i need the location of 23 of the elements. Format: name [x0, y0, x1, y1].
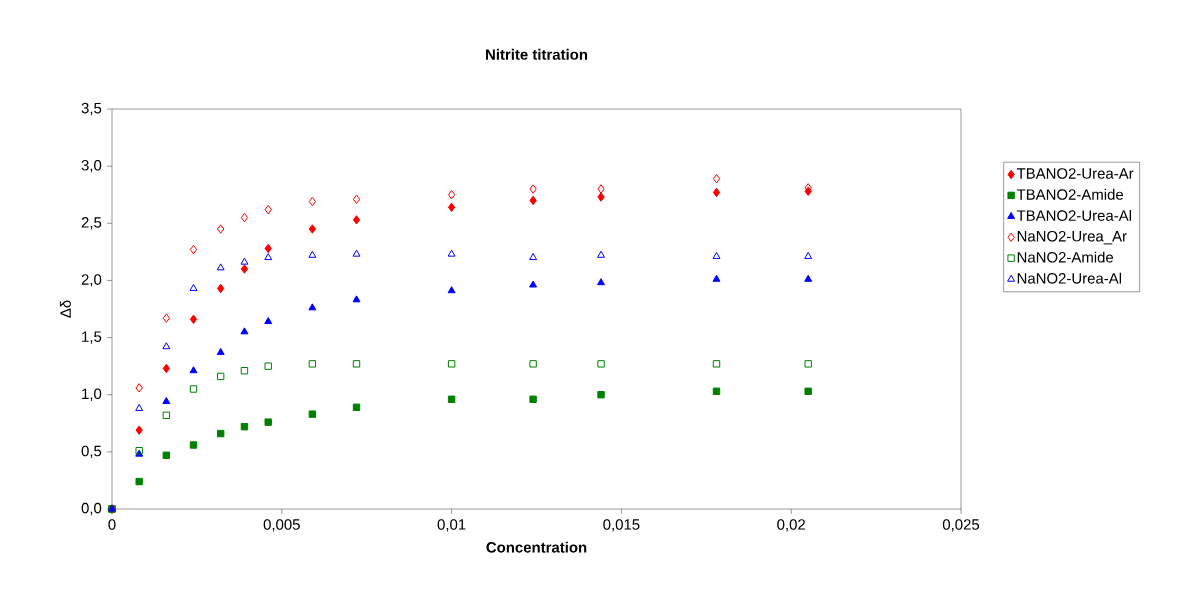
x-axis-title: Concentration — [486, 541, 587, 553]
x-tick-label: 0,01 — [437, 519, 466, 532]
y-tick-label: 2,5 — [81, 217, 102, 230]
y-tick-label: 2,0 — [81, 274, 102, 287]
y-tick-label: 0,0 — [81, 502, 102, 516]
x-tick-label: 0 — [108, 519, 116, 530]
legend-label: TBANO2-Urea-Ar — [1016, 168, 1134, 179]
y-tick-label: 3,5 — [81, 102, 102, 116]
y-tick-label: 1,5 — [82, 331, 102, 344]
legend-label: TBANO2-Urea-Al — [1016, 209, 1131, 221]
x-tick-label: 0,025 — [942, 519, 980, 532]
legend-label: NaNO2-Urea_Ar — [1017, 230, 1127, 245]
legend-label: NaNO2-Amide — [1017, 251, 1114, 263]
x-tick-label: 0,02 — [777, 519, 805, 532]
legend-label: TBANO2-Amide — [1016, 188, 1124, 200]
x-tick-label: 0,005 — [263, 519, 300, 532]
legend-label: NaNO2-Urea-Al — [1017, 272, 1122, 284]
y-tick-label: 3,0 — [81, 159, 102, 173]
y-axis-title: Δδ — [59, 300, 71, 318]
x-tick-label: 0,015 — [603, 519, 640, 532]
y-tick-label: 1,0 — [82, 388, 102, 401]
chart-title: Nitrite titration — [486, 48, 588, 60]
y-tick-label: 0,5 — [81, 445, 102, 459]
